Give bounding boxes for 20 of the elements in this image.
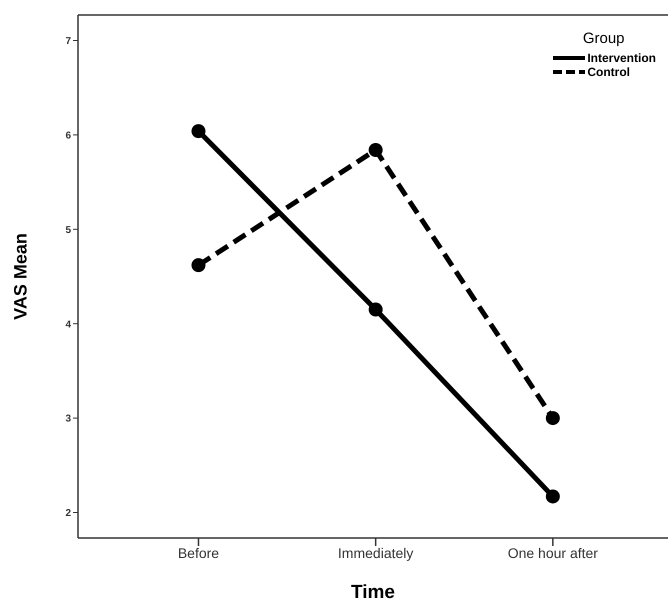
- y-tick-label: 2: [65, 508, 72, 520]
- point: [546, 411, 560, 426]
- x-axis-title: Time: [350, 582, 396, 603]
- y-tick-label: 5: [65, 224, 72, 236]
- y-axis-title: VAS Mean: [10, 233, 30, 320]
- legend-label: Intervention: [587, 51, 656, 65]
- y-tick-label: 3: [65, 414, 72, 425]
- point: [191, 258, 206, 272]
- legend-label: Control: [587, 65, 630, 79]
- point: [546, 489, 560, 504]
- point: [368, 302, 383, 317]
- y-tick-label: 4: [65, 319, 72, 330]
- point: [191, 124, 206, 138]
- legend-title: Group: [582, 30, 626, 47]
- y-tick-label: 7: [65, 36, 72, 48]
- x-tick-label: Immediately: [338, 544, 414, 561]
- y-tick-label: 6: [65, 130, 72, 142]
- x-tick-label: One hour after: [508, 544, 598, 561]
- point: [368, 143, 383, 157]
- x-tick-label: Before: [178, 544, 220, 561]
